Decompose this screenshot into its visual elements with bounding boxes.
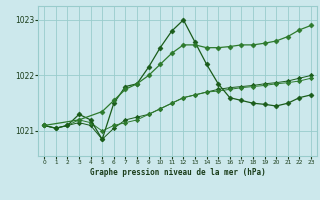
X-axis label: Graphe pression niveau de la mer (hPa): Graphe pression niveau de la mer (hPa) bbox=[90, 168, 266, 177]
